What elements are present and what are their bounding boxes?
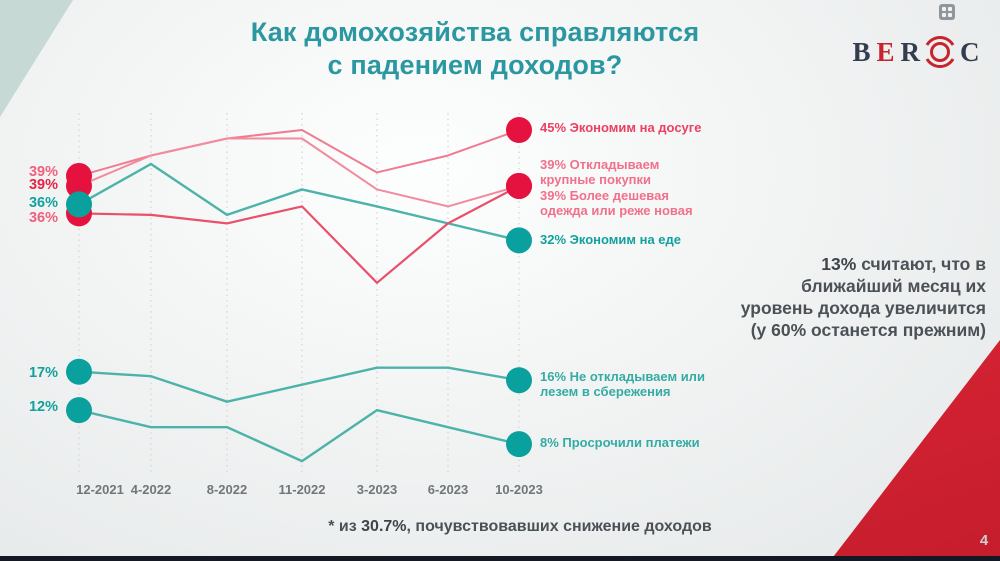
series-start-label: 17% bbox=[28, 365, 58, 381]
x-axis-tick: 8-2022 bbox=[206, 482, 248, 497]
series-start-label: 36% bbox=[28, 195, 58, 211]
series-end-label: 39% Более дешевая одежда или реже новая bbox=[540, 188, 693, 218]
series-start-label: 36% bbox=[28, 210, 58, 226]
x-axis-tick: 12-2021 bbox=[76, 482, 124, 497]
grid-overlay-icon[interactable] bbox=[939, 4, 955, 20]
x-axis-tick: 4-2022 bbox=[130, 482, 172, 497]
side-annotation: 13% считают, что в ближайший месяц их ур… bbox=[740, 254, 986, 340]
logo-letter-c: C bbox=[960, 36, 980, 67]
series-end-label: 16% Не откладываем или лезем в сбережени… bbox=[540, 369, 705, 399]
logo-letter-e: E bbox=[876, 36, 895, 67]
series-start-label: 12% bbox=[28, 399, 58, 415]
side-annotation-highlight: 13% bbox=[821, 254, 857, 274]
logo-letter-b: B bbox=[852, 36, 871, 67]
series-end-label: 45% Экономим на досуге bbox=[540, 120, 702, 135]
series-start-label: 39% bbox=[28, 177, 58, 193]
slide-title: Как домохозяйства справляются с падением… bbox=[250, 17, 700, 80]
logo-letter-r: R bbox=[900, 36, 921, 67]
series-end-label: 32% Экономим на еде bbox=[540, 232, 682, 247]
logo-orbit-o-icon bbox=[925, 35, 955, 69]
footnote-highlight: 30.7% bbox=[361, 518, 407, 535]
x-axis-tick: 3-2023 bbox=[356, 482, 398, 497]
x-axis-tick: 6-2023 bbox=[427, 482, 469, 497]
footnote: * из 30.7%, почувствовавших снижение дох… bbox=[328, 518, 712, 535]
series-end-label: 39% Откладываем крупные покупки bbox=[540, 157, 660, 187]
x-axis-tick: 11-2022 bbox=[278, 482, 326, 497]
series-end-label: 8% Просрочили платежи bbox=[540, 435, 700, 450]
series-start-label: 39% bbox=[28, 164, 58, 180]
page-number: 4 bbox=[979, 532, 989, 549]
x-axis-tick: 10-2023 bbox=[495, 482, 543, 497]
bottom-bar bbox=[0, 556, 1000, 561]
beroc-logo: B E R C bbox=[848, 30, 984, 74]
